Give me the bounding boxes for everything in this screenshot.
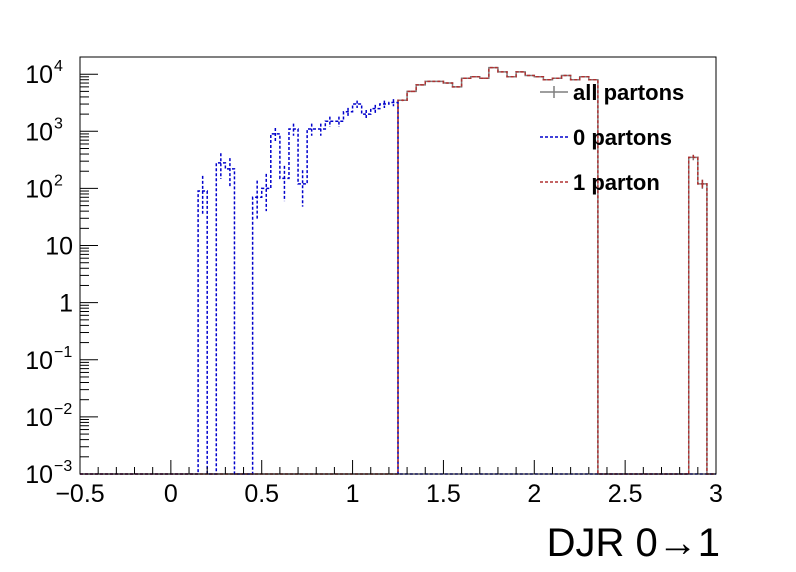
x-tick-label: 1 [346,480,360,508]
y-tick-exponent: 4 [54,58,63,75]
y-tick-exponent: −3 [54,458,72,475]
y-tick-exponent: 3 [54,115,63,132]
x-tick-label: 0 [164,480,178,508]
legend-label: 0 partons [573,125,672,150]
legend-label: all partons [573,80,684,105]
x-tick-label: 2 [527,480,541,508]
legend: all partons 0 partons 1 parton [540,80,684,195]
y-tick-label: 10 [25,61,53,89]
x-tick-label: 2.5 [608,480,643,508]
y-tick-label: 10 [45,233,73,261]
x-axis-title: DJR 0→1 [547,521,720,565]
plot-frame [79,56,717,475]
y-tick-label: 10 [25,118,53,146]
x-tick-label: 1.5 [426,480,461,508]
y-tick-label: 10 [25,347,53,375]
y-tick-label: 10 [25,404,53,432]
x-tick-label: 0.5 [244,480,279,508]
x-tick-label: 3 [709,480,723,508]
series-line [80,101,716,475]
y-tick-exponent: −1 [54,344,72,361]
x-axis: −0.5 0 0.5 1 1.5 2 2.5 3 [55,460,723,508]
y-tick-label: 10 [25,175,53,203]
y-tick-label: 1 [59,290,73,318]
y-tick-label: 10 [25,461,53,489]
legend-label: 1 parton [573,170,660,195]
x-tick-label: −0.5 [55,480,104,508]
series-1 [80,99,716,475]
y-tick-exponent: −2 [54,401,72,418]
y-tick-exponent: 2 [54,172,63,189]
